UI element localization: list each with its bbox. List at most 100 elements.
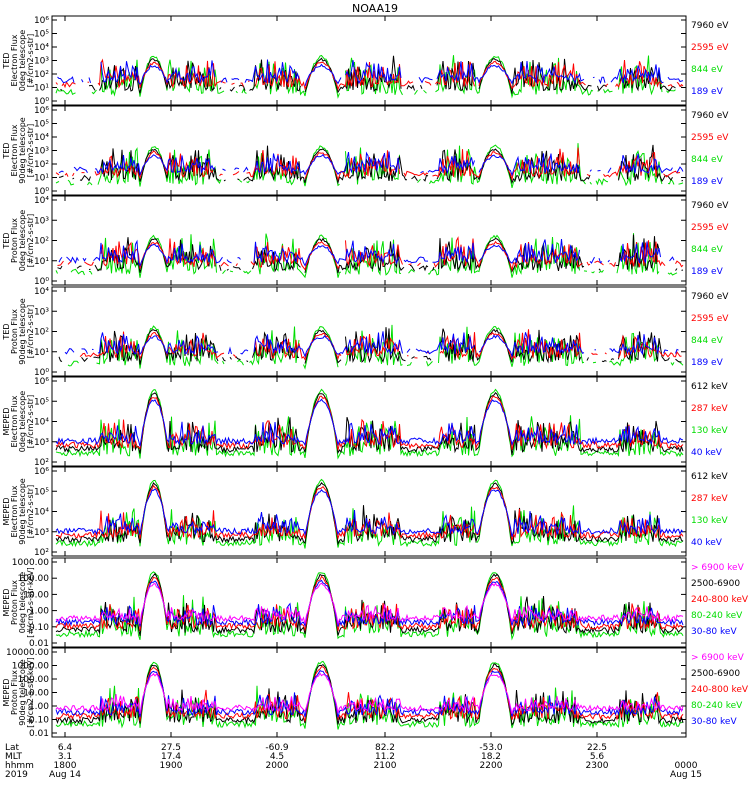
legend-entry: 612 keV (691, 382, 728, 392)
panel-legend: 7960 eV 2595 eV 844 eV 189 eV (691, 111, 729, 187)
legend-entry: 844 eV (691, 155, 724, 165)
y-axis-label: MEPED (2, 679, 11, 707)
panel-legend: > 6900 keV 2500-6900 240-800 keV 80-240 keV… (691, 653, 749, 727)
y-tick-label: 10⁰ (34, 368, 49, 378)
x-tick-label: 11.2 (375, 752, 395, 762)
y-tick-label: 10¹ (34, 174, 49, 184)
legend-entry: 40 keV (691, 448, 723, 458)
series-trace (60, 55, 682, 94)
y-axis-label: [#/cm2-s-str] (26, 214, 35, 267)
y-tick-label: 100.00 (18, 675, 50, 685)
y-tick-label: 10⁵ (34, 30, 49, 40)
y-axis-label: Proton Flux (10, 670, 19, 715)
legend-entry: 2595 eV (691, 133, 729, 143)
y-tick-label: 10³ (34, 528, 49, 538)
panel-4: 10⁰ 10¹ 10² 10³ 10⁴ TED Proton Flux 90deg teles… (2, 286, 729, 378)
panel-1: 10⁰ 10¹ 10² 10³ 10⁴ 10⁵ 10⁶ TED Electron Flux 0de… (2, 15, 729, 107)
legend-entry: 189 eV (691, 358, 724, 368)
legend-entry: 240-800 keV (691, 595, 749, 605)
legend-entry: 844 eV (691, 65, 724, 75)
legend-entry: 7960 eV (691, 111, 729, 121)
legend-entry: 40 keV (691, 538, 723, 548)
series-trace (58, 151, 684, 177)
x-axis-row-label: MLT (5, 752, 23, 762)
legend-entry: > 6900 keV (691, 563, 745, 573)
x-tick-label: 6.4 (58, 743, 73, 753)
series-trace (55, 388, 684, 460)
x-tick-label: 3.1 (58, 752, 72, 762)
legend-entry: 287 keV (691, 404, 728, 414)
y-tick-label: 10² (34, 237, 49, 247)
series-trace (79, 329, 682, 361)
y-tick-label: 10⁶ (34, 106, 49, 116)
panel-frame (51, 195, 687, 286)
legend-entry: 130 keV (691, 426, 728, 436)
y-tick-label: 10⁰ (34, 97, 49, 107)
y-tick-label: 10⁴ (34, 418, 49, 428)
x-tick-label: 1900 (160, 761, 183, 771)
y-tick-label: 10³ (34, 216, 49, 226)
legend-entry: 7960 eV (691, 201, 729, 211)
x-tick-label: 22.5 (587, 743, 607, 753)
legend-entry: 2595 eV (691, 223, 729, 233)
x-tick-label: 2300 (586, 761, 609, 771)
y-axis-label: TED (2, 232, 11, 249)
series-trace (55, 669, 684, 718)
y-axis-label: MEPED (2, 498, 11, 526)
y-tick-label: 0.01 (29, 729, 49, 739)
y-tick-label: 10⁶ (34, 467, 49, 477)
y-tick-label: 10.00 (23, 689, 49, 699)
legend-entry: 30-80 keV (691, 627, 737, 637)
y-tick-label: 0.10 (29, 716, 49, 726)
y-tick-label: 10³ (34, 438, 49, 448)
y-tick-label: 10⁴ (34, 133, 49, 143)
panel-legend: 7960 eV 2595 eV 844 eV 189 eV (691, 201, 729, 277)
legend-entry: 2500-6900 (691, 579, 740, 589)
series-trace (67, 324, 684, 370)
panel-frame (51, 105, 687, 196)
y-axis-label: 0deg telescope (18, 30, 27, 91)
y-tick-label: 10² (34, 548, 49, 558)
y-tick-label: 10³ (34, 307, 49, 317)
panel-8: 0.01 0.10 1.00 10.00 100.00 1000.00 10000.00 ME… (2, 647, 749, 739)
legend-entry: 287 keV (691, 494, 728, 504)
y-tick-label: 10⁵ (34, 397, 49, 407)
y-tick-label: 10⁰ (34, 187, 49, 197)
y-axis-label: Electron Flux (10, 395, 19, 447)
y-axis-label: TED (2, 323, 11, 340)
legend-entry: 612 keV (691, 472, 728, 482)
y-axis-label: 0deg telescope (18, 572, 27, 633)
series-trace (55, 582, 684, 626)
y-axis-label: 90deg telescope (18, 659, 27, 726)
y-tick-label: 10⁴ (34, 287, 49, 297)
y-tick-label: 10000.00 (6, 648, 49, 658)
y-tick-label: 10¹ (34, 257, 49, 267)
x-tick-label: -53.0 (479, 743, 503, 753)
series-trace (57, 59, 684, 87)
y-tick-label: 1.00 (29, 702, 49, 712)
legend-entry: 844 eV (691, 245, 724, 255)
legend-entry: 30-80 keV (691, 717, 737, 727)
series-trace (55, 54, 676, 99)
panel-frame (51, 286, 687, 377)
y-axis-label: Electron Flux (10, 124, 19, 176)
x-axis-row-label: Lat (5, 743, 20, 753)
x-tick-label: 18.2 (481, 752, 501, 762)
x-tick-label: 4.5 (270, 752, 284, 762)
x-tick-label: 5.6 (590, 752, 605, 762)
x-tick-label: 17.4 (161, 752, 181, 762)
y-tick-label: 10⁵ (34, 487, 49, 497)
y-axis-label: 0deg telescope (18, 391, 27, 452)
panel-legend: 612 keV 287 keV 130 keV 40 keV (691, 382, 728, 458)
y-tick-label: 10⁶ (34, 16, 49, 26)
x-tick-label: Aug 14 (49, 770, 81, 780)
y-tick-label: 10⁴ (34, 196, 49, 206)
y-axis-label: TED (2, 52, 11, 69)
y-axis-label: 90deg telescope (18, 298, 27, 365)
panel-frame (51, 557, 687, 648)
series-trace (55, 233, 678, 279)
y-axis-label: [#/cm2-s-str] (26, 395, 35, 448)
x-tick-label: -60.9 (265, 743, 289, 753)
